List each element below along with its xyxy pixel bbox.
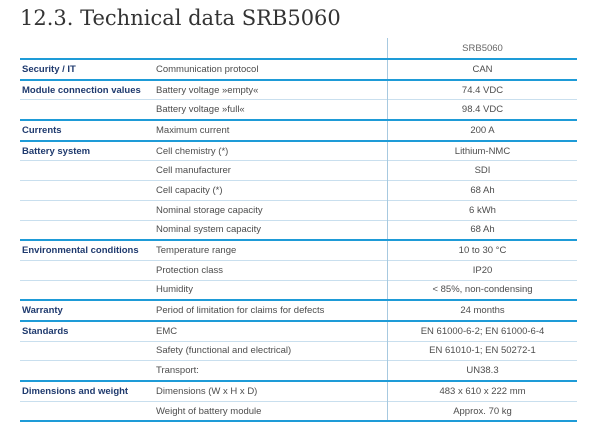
column-header-srb5060: SRB5060 xyxy=(387,38,577,59)
table-row: Currents Maximum current 200 A xyxy=(20,119,577,141)
table-row: Module connection values Battery voltage … xyxy=(20,78,577,100)
parameter-value: EN 61010-1; EN 50272-1 xyxy=(387,340,577,361)
technical-data-table: SRB5060 Security / IT Communication proto… xyxy=(20,38,577,422)
parameter-value: 74.4 VDC xyxy=(387,78,577,100)
parameter-label: Communication protocol xyxy=(154,58,388,80)
table-row: Environmental conditions Temperature rang… xyxy=(20,239,577,261)
group-label: Warranty xyxy=(20,299,154,321)
table-row: Dimensions and weight Dimensions (W x H x… xyxy=(20,379,577,402)
parameter-value: 98.4 VDC xyxy=(387,99,577,121)
table-row: Nominal storage capacity 6 kWh xyxy=(20,199,577,220)
parameter-label: Cell capacity (*) xyxy=(154,180,388,201)
group-label: Environmental conditions xyxy=(20,239,154,261)
parameter-label: Temperature range xyxy=(154,239,388,261)
group-label xyxy=(20,219,154,241)
parameter-value: SDI xyxy=(387,160,577,181)
parameter-value: EN 61000-6-2; EN 61000-6-4 xyxy=(387,319,577,342)
parameter-label: Cell chemistry (*) xyxy=(154,139,388,161)
table-header-row: SRB5060 xyxy=(20,38,577,59)
table-row: Weight of battery module Approx. 70 kg xyxy=(20,400,577,422)
parameter-label: Dimensions (W x H x D) xyxy=(154,379,388,402)
parameter-value: Approx. 70 kg xyxy=(387,400,577,422)
parameter-label: Weight of battery module xyxy=(154,400,388,422)
group-label xyxy=(20,160,154,181)
table-row: Warranty Period of limitation for claims … xyxy=(20,299,577,321)
parameter-value: < 85%, non-condensing xyxy=(387,279,577,301)
table-row: Protection class IP20 xyxy=(20,259,577,281)
page-title: 12.3. Technical data SRB5060 xyxy=(20,6,341,30)
parameter-label: Cell manufacturer xyxy=(154,160,388,181)
group-label xyxy=(20,360,154,381)
parameter-label: Humidity xyxy=(154,279,388,301)
table-row: Battery voltage »full« 98.4 VDC xyxy=(20,99,577,121)
group-label xyxy=(20,279,154,301)
parameter-value: 200 A xyxy=(387,119,577,141)
table-row: Humidity < 85%, non-condensing xyxy=(20,279,577,301)
parameter-value: Lithium-NMC xyxy=(387,139,577,161)
table-row: Nominal system capacity 68 Ah xyxy=(20,219,577,241)
parameter-value: IP20 xyxy=(387,259,577,281)
table-row: Safety (functional and electrical) EN 610… xyxy=(20,340,577,361)
parameter-value: 6 kWh xyxy=(387,199,577,220)
parameter-label: Maximum current xyxy=(154,119,388,141)
group-label: Security / IT xyxy=(20,58,154,80)
group-label xyxy=(20,400,154,422)
group-label xyxy=(20,259,154,281)
parameter-label: Nominal system capacity xyxy=(154,219,388,241)
group-label: Currents xyxy=(20,119,154,141)
group-label: Module connection values xyxy=(20,78,154,100)
group-label xyxy=(20,199,154,220)
parameter-label: Period of limitation for claims for defe… xyxy=(154,299,388,321)
group-label xyxy=(20,99,154,121)
table-row: Cell capacity (*) 68 Ah xyxy=(20,180,577,201)
parameter-value: 24 months xyxy=(387,299,577,321)
group-label xyxy=(20,180,154,201)
header-empty-cell xyxy=(154,38,388,59)
table-row: Standards EMC EN 61000-6-2; EN 61000-6-4 xyxy=(20,319,577,342)
table-row: Cell manufacturer SDI xyxy=(20,160,577,181)
table-row: Security / IT Communication protocol CAN xyxy=(20,58,577,80)
parameter-value: UN38.3 xyxy=(387,360,577,381)
table-row: Transport: UN38.3 xyxy=(20,360,577,381)
parameter-label: Protection class xyxy=(154,259,388,281)
parameter-value: 483 x 610 x 222 mm xyxy=(387,379,577,402)
parameter-label: Safety (functional and electrical) xyxy=(154,340,388,361)
parameter-label: EMC xyxy=(154,319,388,342)
group-label xyxy=(20,340,154,361)
parameter-label: Nominal storage capacity xyxy=(154,199,388,220)
parameter-label: Transport: xyxy=(154,360,388,381)
parameter-value: 68 Ah xyxy=(387,180,577,201)
group-label: Standards xyxy=(20,319,154,342)
header-empty-cell xyxy=(20,38,154,59)
parameter-value: 68 Ah xyxy=(387,219,577,241)
parameter-value: 10 to 30 °C xyxy=(387,239,577,261)
parameter-value: CAN xyxy=(387,58,577,80)
table-row: Battery system Cell chemistry (*) Lithium-… xyxy=(20,139,577,161)
parameter-label: Battery voltage »full« xyxy=(154,99,388,121)
group-label: Dimensions and weight xyxy=(20,379,154,402)
parameter-label: Battery voltage »empty« xyxy=(154,78,388,100)
group-label: Battery system xyxy=(20,139,154,161)
